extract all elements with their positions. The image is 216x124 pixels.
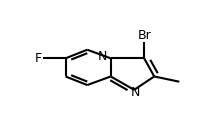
Text: N: N xyxy=(131,86,140,99)
Text: N: N xyxy=(98,50,107,63)
Text: F: F xyxy=(35,52,42,65)
Text: Br: Br xyxy=(137,29,151,42)
